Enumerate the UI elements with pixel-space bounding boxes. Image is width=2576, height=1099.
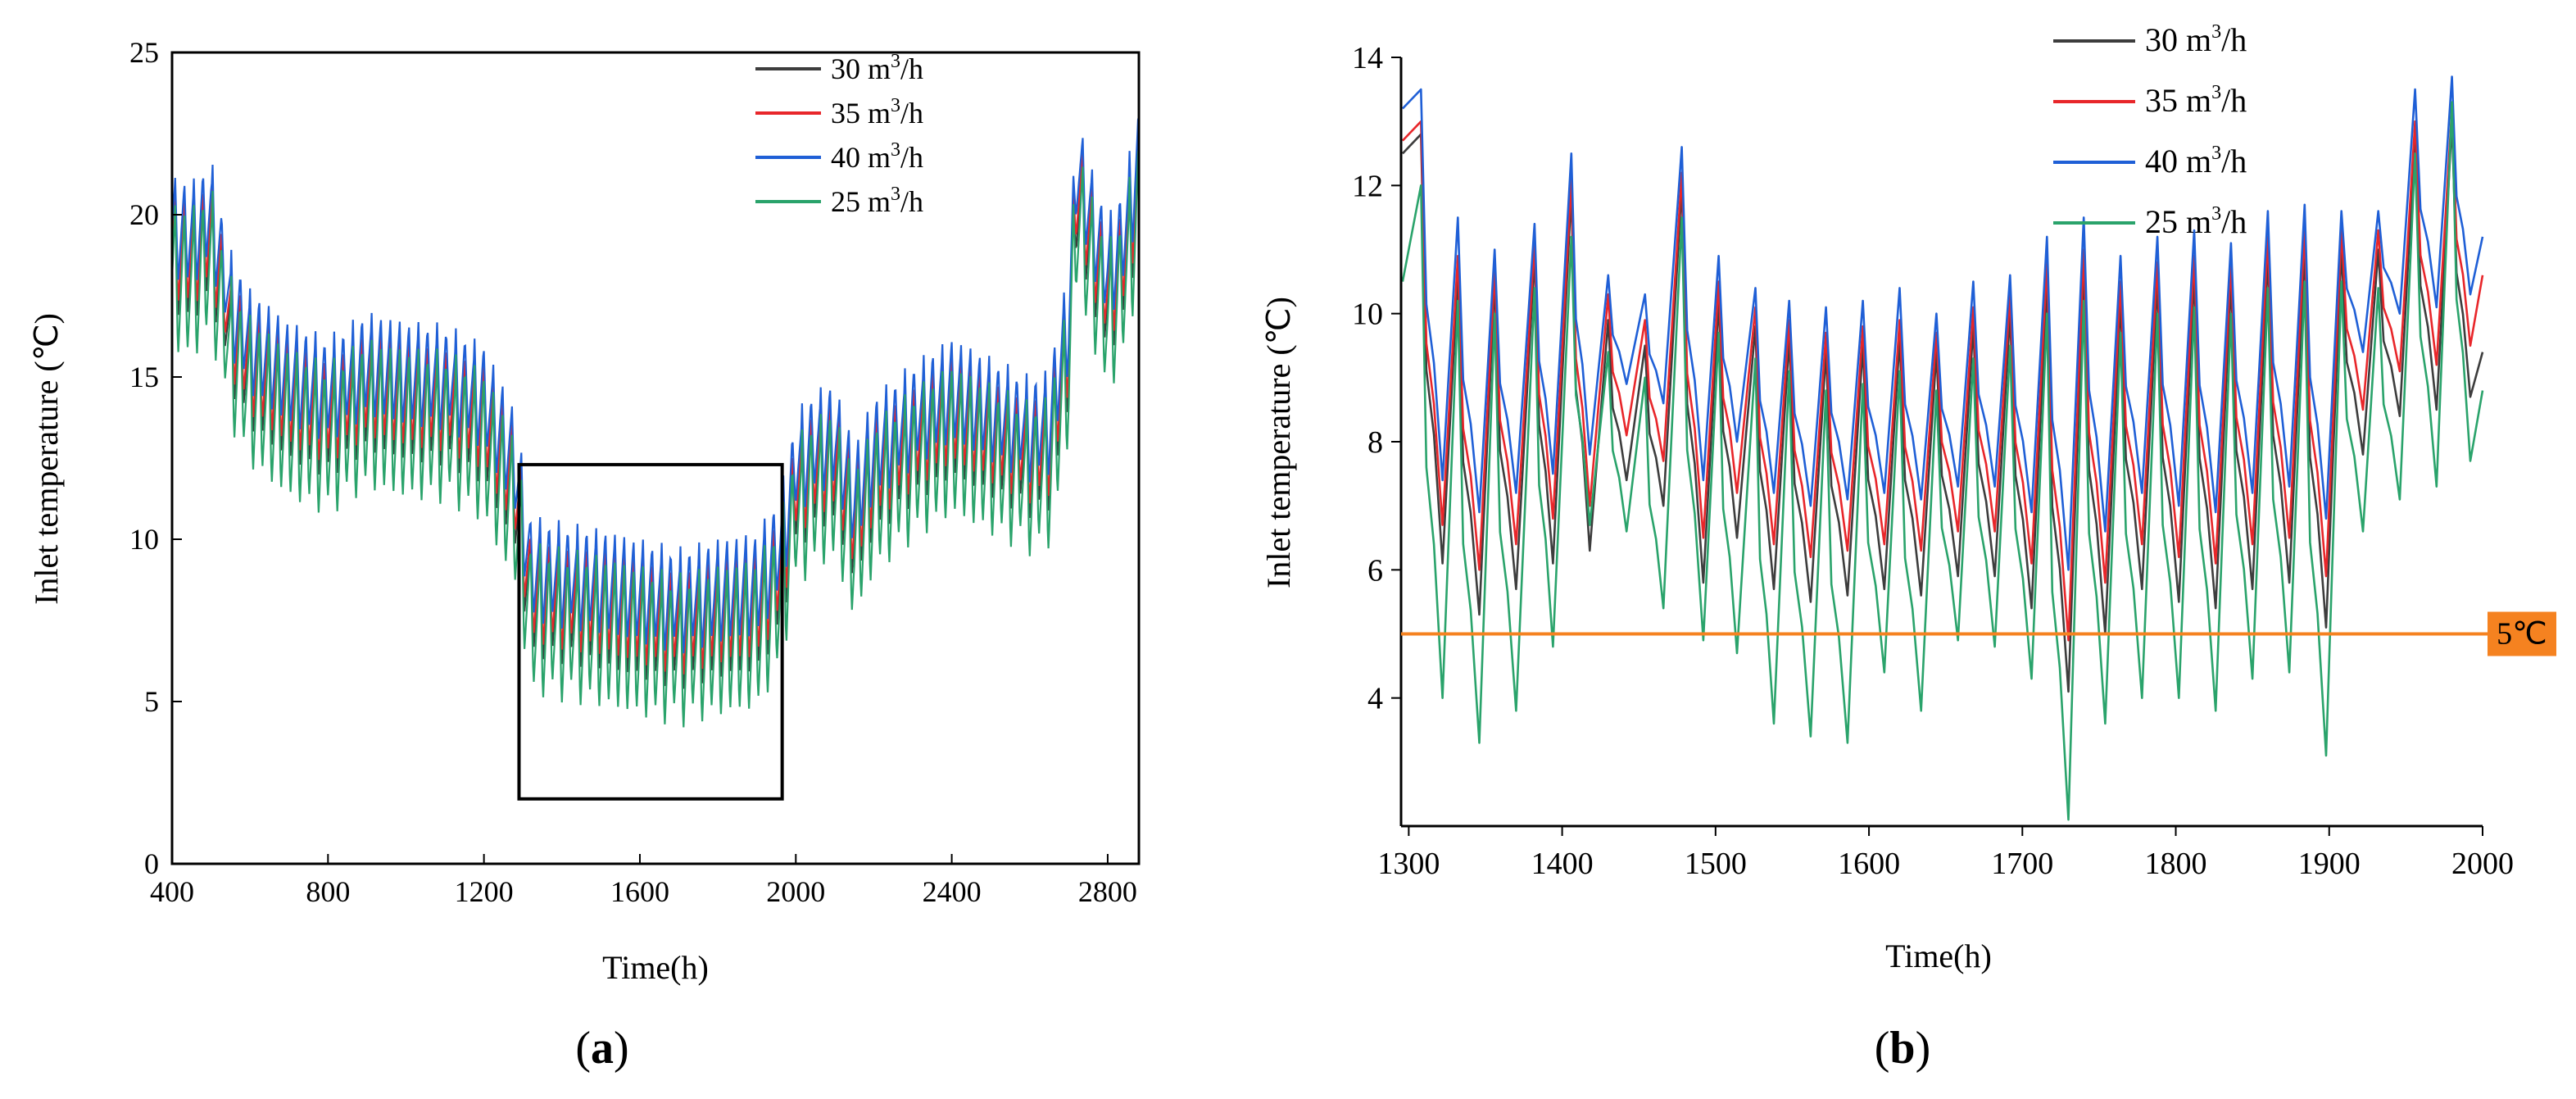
legend-label-s40: 40 m3/h [831, 139, 923, 174]
legend-label-s25: 25 m3/h [831, 184, 923, 218]
panel-a-x-tick-label: 2800 [1078, 875, 1137, 908]
panel-b-x-tick-label: 1600 [1838, 847, 1900, 881]
panel-b-y-tick-label: 14 [1352, 41, 1383, 75]
panel-b-label: (b) [1875, 1023, 1930, 1074]
panel-b-series-group [1401, 75, 2484, 821]
panel-a-zoom-box [517, 462, 784, 801]
panel-b-series-line-s40 [1401, 75, 2484, 571]
panel-b-legend: 30 m3/h 35 m3/h 40 m3/h 25 m3/h [2053, 21, 2247, 240]
panel-b-y-ticks: 4 6 8 10 12 14 [1352, 41, 1401, 716]
panel-a-legend: 30 m3/h 35 m3/h 40 m3/h 25 m3/h [755, 51, 923, 218]
panel-a-x-tick-label: 1600 [610, 875, 669, 908]
panel-a-chart: 400 800 1200 1600 2000 2400 2800 0 5 10 15 20 25 Ti… [28, 36, 1141, 1074]
panel-a-series-group [170, 116, 1141, 728]
panel-a-y-tick-label: 5 [144, 685, 159, 718]
panel-a-y-axis-label: Inlet temperature (℃) [28, 313, 65, 605]
panel-a-y-tick-label: 15 [129, 361, 159, 393]
panel-b-x-axis-label: Time(h) [1885, 938, 1992, 974]
panel-b-y-tick-label: 6 [1367, 553, 1383, 588]
panel-b-x-tick-label: 1500 [1685, 847, 1747, 881]
panel-b-series-line-s35 [1401, 107, 2484, 642]
panel-b-x-tick-label: 1700 [1991, 847, 2053, 881]
panel-b-y-tick-label: 4 [1367, 682, 1383, 716]
panel-a-series-line-s40 [170, 116, 1141, 654]
panel-a-y-ticks: 0 5 10 15 20 25 [129, 36, 182, 880]
panel-b-x-tick-label: 1300 [1377, 847, 1440, 881]
panel-a-plot-frame [170, 51, 1141, 865]
panel-a-x-tick-label: 1200 [455, 875, 514, 908]
panel-a-x-axis-label: Time(h) [602, 949, 709, 986]
panel-b-x-ticks: 1300 1400 1500 1600 1700 1800 1900 2000 [1377, 826, 2514, 881]
legend-label-s30: 30 m3/h [831, 51, 923, 85]
panel-b-series-line-s25 [1401, 101, 2484, 821]
panel-b-y-tick-label: 8 [1367, 425, 1383, 460]
legend-label-s40: 40 m3/h [2145, 143, 2247, 179]
panel-b-threshold-badge [2488, 611, 2556, 656]
panel-a-y-tick-label: 25 [129, 36, 159, 69]
panel-b-x-tick-label: 2000 [2451, 847, 2514, 881]
panel-a-x-tick-label: 2400 [923, 875, 982, 908]
legend-label-s25: 25 m3/h [2145, 203, 2247, 240]
panel-a-y-tick-label: 20 [129, 198, 159, 231]
panel-a-x-tick-label: 800 [306, 875, 350, 908]
panel-b-y-tick-label: 12 [1352, 169, 1383, 203]
legend-label-s35: 35 m3/h [2145, 82, 2247, 119]
panel-b-x-tick-label: 1400 [1531, 847, 1594, 881]
panel-b-x-tick-label: 1900 [2298, 847, 2361, 881]
panel-b-threshold-label: 5℃ [2497, 617, 2547, 652]
panel-b-y-axis-label: Inlet temperature (℃) [1260, 297, 1297, 588]
panel-a-x-tick-label: 400 [150, 875, 194, 908]
panel-a-label: (a) [575, 1023, 628, 1074]
panel-b-chart: 5℃ 1300 1400 1500 1600 1700 1800 1900 2000 4 6 8 1… [1260, 21, 2556, 1074]
panel-b-x-tick-label: 1800 [2145, 847, 2207, 881]
panel-a-y-tick-label: 10 [129, 523, 159, 556]
panel-a-series-line-s25 [170, 148, 1141, 728]
panel-a-y-tick-label: 0 [144, 847, 159, 880]
panel-b-y-tick-label: 10 [1352, 297, 1383, 332]
legend-label-s30: 30 m3/h [2145, 21, 2247, 58]
legend-label-s35: 35 m3/h [831, 95, 923, 129]
panel-a-x-ticks: 400 800 1200 1600 2000 2400 2800 [150, 854, 1137, 908]
panel-a-x-tick-label: 2000 [766, 875, 825, 908]
